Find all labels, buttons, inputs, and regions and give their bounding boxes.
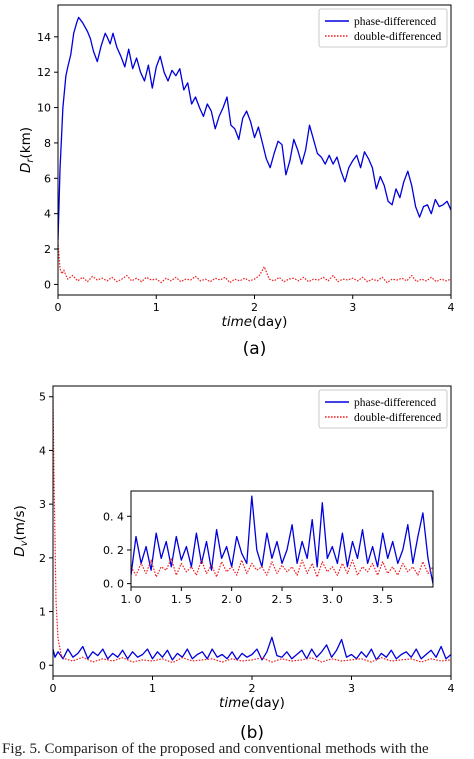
y-tick-label: 4	[44, 208, 51, 221]
legend: phase-differenced double-differenced	[318, 389, 448, 429]
y-tick-label: 14	[37, 31, 51, 44]
legend-entry-1: phase-differenced	[354, 16, 436, 28]
y-axis-label: Dr(km)	[18, 127, 36, 173]
x-tick-label: 2	[251, 301, 258, 314]
x-tick-label: 2. 0	[221, 593, 242, 606]
series-double-differenced-line	[58, 241, 451, 284]
legend-box	[318, 389, 448, 429]
x-tick-label: 4	[448, 682, 455, 695]
x-tick-label: 0	[55, 301, 62, 314]
inset-background	[131, 491, 433, 587]
y-tick-label: 4	[39, 444, 46, 457]
y-tick-label: 2	[44, 243, 51, 256]
y-tick-label: 12	[37, 66, 51, 79]
legend-entry-2: double-differenced	[354, 31, 442, 43]
x-tick-label: 1. 5	[171, 593, 192, 606]
legend-entry-1: phase-differenced	[354, 397, 436, 409]
y-tick-label: 8	[44, 137, 51, 150]
panel-label: (a)	[243, 339, 267, 359]
x-tick-label: 1. 0	[121, 593, 142, 606]
chart-panel-0: 0 1 2 3 402468101214phase-differenceddouble-…	[18, 4, 455, 359]
y-tick-label: 10	[37, 102, 51, 115]
y-tick-label: 0. 2	[103, 544, 124, 557]
inset-series-double-differenced-line	[131, 557, 433, 578]
y-tick-label: 0	[39, 659, 46, 672]
x-tick-label: 3	[348, 682, 355, 695]
chart-panel-2: 1. 0 1. 5 2. 0 2. 5 3. 0 3. 5 0. 0 0. 2 0. 4	[103, 490, 434, 606]
figure-caption: Fig. 5. Comparison of the proposed and c…	[0, 741, 474, 759]
y-tick-label: 3	[39, 498, 46, 511]
legend-entry-2: double-differenced	[354, 412, 442, 424]
y-tick-label: 0. 4	[103, 510, 124, 523]
figure: 0 1 2 3 402468101214phase-differenceddouble-…	[12, 4, 455, 741]
x-tick-label: 3. 0	[322, 593, 343, 606]
y-tick-label: 0	[44, 278, 51, 291]
y-tick-label: 1	[39, 606, 46, 619]
series-phase-differenced-line	[58, 16, 451, 241]
inset-series-phase-differenced-line	[131, 495, 433, 584]
y-tick-label: 5	[39, 391, 46, 404]
x-tick-label: 0	[50, 682, 57, 695]
x-axis-label: time(day)	[219, 695, 285, 711]
legend: phase-differenced double-differenced	[318, 8, 448, 48]
panel-label: (b)	[240, 723, 264, 741]
x-axis-label: time(day)	[222, 314, 288, 330]
series-phase-differenced-line	[53, 636, 451, 661]
x-tick-label: 2. 5	[272, 593, 293, 606]
chart-panel-1: 0 1 2 3 4 0 1 2 3 4 5 phase-differenced double-diffe…	[12, 385, 455, 741]
x-tick-label: 3. 5	[372, 593, 393, 606]
legend-box	[318, 8, 448, 48]
caption-text: Fig. 5. Comparison of the proposed and c…	[2, 741, 429, 757]
x-tick-label: 4	[448, 301, 455, 314]
y-axis-label: Dv(m/s)	[12, 505, 30, 557]
x-tick-label: 1	[149, 682, 156, 695]
x-tick-label: 1	[153, 301, 160, 314]
series-double-differenced-line	[53, 396, 451, 664]
y-tick-label: 2	[39, 552, 46, 565]
y-tick-label: 0. 0	[103, 578, 124, 591]
y-tick-label: 6	[44, 172, 51, 185]
x-tick-label: 3	[349, 301, 356, 314]
x-tick-label: 2	[249, 682, 256, 695]
